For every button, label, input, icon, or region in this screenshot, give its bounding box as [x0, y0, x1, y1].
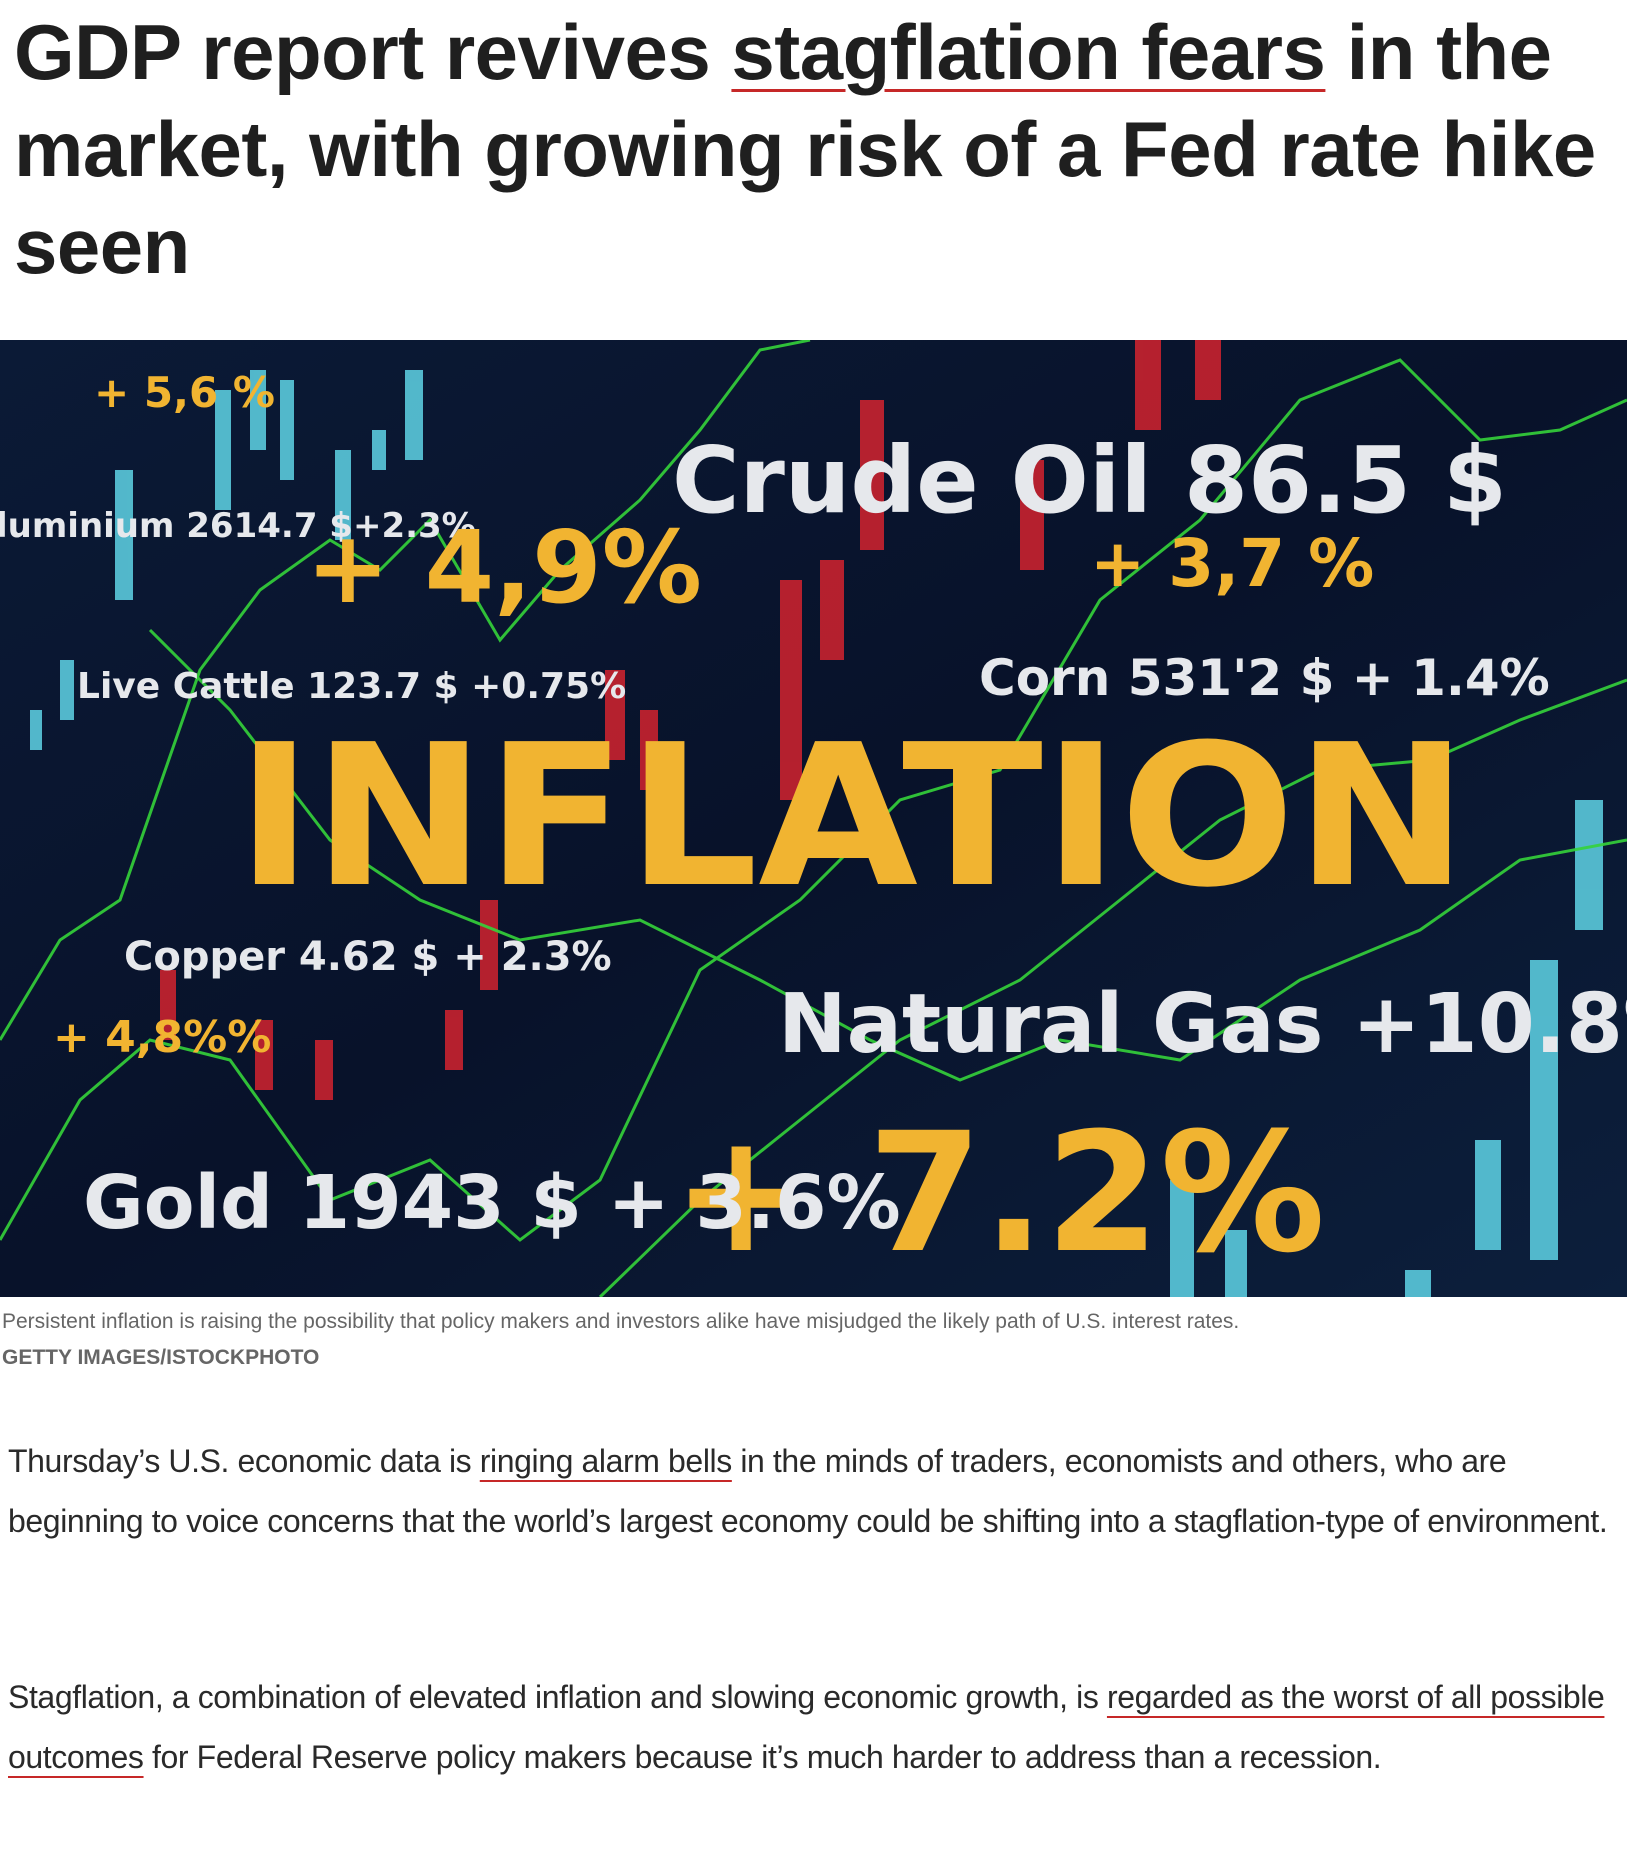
- paragraph: Thursday’s U.S. economic data is ringing…: [8, 1432, 1618, 1551]
- headline-text: in the market, with growing risk of a Fe…: [14, 8, 1596, 290]
- paragraph: Stagflation, a combination of elevated i…: [8, 1668, 1618, 1787]
- inline-link[interactable]: ringing alarm bells: [479, 1443, 732, 1479]
- image-credit: GETTY IMAGES/ISTOCKPHOTO: [2, 1346, 320, 1369]
- image-text: Corn 531'2 $ + 1.4%: [979, 649, 1550, 707]
- image-text: luminium 2614.7 $+2.3%: [0, 506, 476, 546]
- paragraph-text: for Federal Reserve policy makers becaus…: [143, 1738, 1382, 1775]
- paragraph-text: in the minds of traders, economists and …: [8, 1443, 1608, 1539]
- headline-text: GDP report revives: [14, 8, 732, 96]
- image-caption: Persistent inflation is raising the poss…: [2, 1310, 1240, 1333]
- headline: GDP report revives stagflation fears in …: [14, 4, 1619, 295]
- image-text: Copper 4.62 $ + 2.3%: [124, 934, 612, 980]
- image-text: Live Cattle 123.7 $ +0.75%: [77, 666, 626, 707]
- image-text: Crude Oil 86.5 $: [672, 427, 1507, 534]
- image-text: + 5,6 %: [94, 368, 275, 417]
- image-text: + 4,8%%: [53, 1012, 271, 1063]
- headline-link[interactable]: stagflation fears: [731, 8, 1326, 96]
- image-text: + 7.2%: [672, 1097, 1325, 1289]
- inline-link[interactable]: regarded as the worst of all possible ou…: [8, 1679, 1605, 1775]
- paragraph-text: Stagflation, a combination of elevated i…: [8, 1679, 1107, 1715]
- image-text: Natural Gas +10.8%: [778, 977, 1627, 1072]
- image-text: + 4,9%: [306, 509, 702, 626]
- image-text: Gold 1943 $ + 3.6%: [83, 1160, 901, 1246]
- image-text: + 3,7 %: [1090, 525, 1374, 602]
- article-image: + 5,6 % luminium 2614.7 $+2.3% + 4,9% Cr…: [0, 340, 1627, 1297]
- image-text: INFLATION: [236, 703, 1468, 931]
- paragraph-text: Thursday’s U.S. economic data is: [8, 1443, 480, 1479]
